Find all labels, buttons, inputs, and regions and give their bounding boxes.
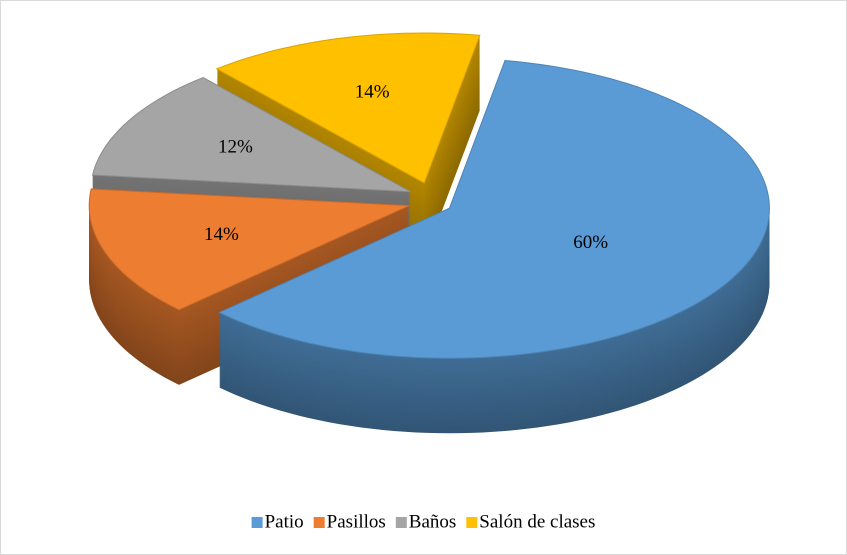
slice <box>91 76 411 193</box>
legend-swatch <box>466 517 478 528</box>
data-label: 14% <box>355 82 390 103</box>
data-label: 12% <box>218 136 253 157</box>
legend-swatch <box>251 517 263 528</box>
legend-label: Pasillos <box>327 511 386 532</box>
slice <box>218 60 770 359</box>
slice <box>88 188 410 311</box>
legend-swatch <box>313 517 325 528</box>
legend-label: Baños <box>409 511 457 532</box>
data-label: 14% <box>204 224 239 245</box>
legend-swatch <box>395 517 407 528</box>
legend-label: Salón de clases <box>479 511 595 532</box>
data-label: 60% <box>573 232 608 253</box>
legend: Patio Pasillos Baños Salón de clases <box>251 511 595 532</box>
legend-label: Patio <box>265 511 304 532</box>
slice <box>215 32 481 184</box>
